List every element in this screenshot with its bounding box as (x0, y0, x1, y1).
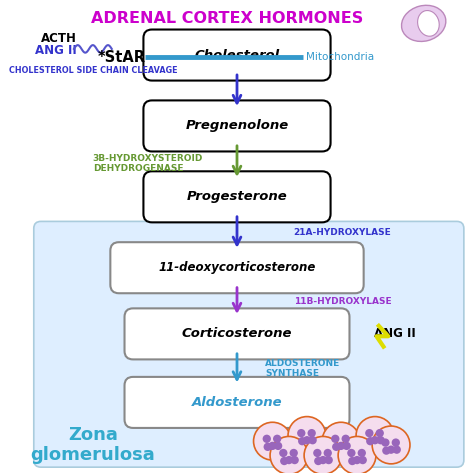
Circle shape (366, 437, 374, 446)
Text: 3B-HYDROXYSTEROID
DEHYDROGENASE: 3B-HYDROXYSTEROID DEHYDROGENASE (93, 154, 203, 173)
Circle shape (303, 436, 311, 445)
Text: ANG II: ANG II (35, 44, 76, 57)
Circle shape (309, 436, 317, 445)
Circle shape (387, 446, 395, 454)
Text: CHOLESTEROL SIDE CHAIN CLEAVAGE: CHOLESTEROL SIDE CHAIN CLEAVAGE (9, 66, 178, 75)
Text: *StAR: *StAR (97, 50, 145, 65)
Text: 11-deoxycorticosterone: 11-deoxycorticosterone (158, 261, 316, 274)
Circle shape (371, 436, 379, 445)
Text: Progesterone: Progesterone (187, 191, 287, 203)
FancyBboxPatch shape (144, 100, 330, 152)
Text: ALDOSTERONE
SYNTHASE: ALDOSTERONE SYNTHASE (265, 359, 341, 378)
Circle shape (357, 449, 366, 457)
Circle shape (342, 435, 350, 443)
Circle shape (358, 456, 367, 464)
Circle shape (375, 429, 384, 438)
Circle shape (324, 449, 332, 457)
Circle shape (381, 438, 390, 447)
Text: ACTH: ACTH (41, 32, 77, 45)
Circle shape (297, 429, 305, 438)
Circle shape (274, 442, 283, 450)
Circle shape (332, 443, 340, 451)
Circle shape (322, 422, 360, 460)
Circle shape (270, 437, 308, 474)
Circle shape (382, 447, 391, 455)
Circle shape (291, 456, 299, 464)
FancyBboxPatch shape (144, 171, 330, 222)
FancyBboxPatch shape (34, 221, 464, 467)
Circle shape (319, 456, 327, 464)
Circle shape (264, 443, 272, 451)
Text: Mitochondria: Mitochondria (306, 53, 374, 63)
Circle shape (343, 442, 351, 450)
Circle shape (285, 456, 293, 464)
Circle shape (288, 417, 326, 455)
Circle shape (338, 437, 376, 474)
Text: 21A-HYDROXYLASE: 21A-HYDROXYLASE (294, 228, 392, 237)
Circle shape (268, 442, 277, 450)
Circle shape (298, 437, 306, 446)
Circle shape (372, 426, 410, 464)
Circle shape (290, 449, 298, 457)
Circle shape (365, 429, 374, 438)
Circle shape (279, 449, 287, 457)
FancyBboxPatch shape (125, 309, 349, 359)
Circle shape (348, 457, 356, 465)
Circle shape (392, 446, 401, 454)
Ellipse shape (418, 10, 439, 36)
Circle shape (273, 435, 282, 443)
Text: Cholesterol: Cholesterol (194, 48, 280, 62)
Circle shape (313, 449, 321, 457)
FancyBboxPatch shape (125, 377, 349, 428)
Circle shape (337, 442, 345, 450)
FancyBboxPatch shape (144, 29, 330, 81)
Ellipse shape (401, 5, 446, 41)
Text: 11B-HYDROXYLASE: 11B-HYDROXYLASE (294, 297, 392, 306)
Circle shape (304, 437, 342, 474)
Circle shape (280, 457, 288, 465)
Text: ADRENAL CORTEX HORMONES: ADRENAL CORTEX HORMONES (91, 11, 364, 26)
Circle shape (325, 456, 333, 464)
Text: Corticosterone: Corticosterone (182, 328, 292, 340)
Circle shape (347, 449, 356, 457)
Circle shape (254, 422, 292, 460)
Circle shape (314, 457, 322, 465)
Text: Aldosterone: Aldosterone (191, 396, 283, 409)
Circle shape (308, 429, 316, 438)
Circle shape (331, 435, 339, 443)
Circle shape (356, 417, 394, 455)
Text: Pregnenolone: Pregnenolone (185, 119, 289, 132)
Circle shape (263, 435, 271, 443)
Circle shape (353, 456, 361, 464)
Text: ANG II: ANG II (374, 328, 416, 340)
Circle shape (392, 438, 400, 447)
FancyBboxPatch shape (110, 242, 364, 293)
Text: Zona
glomerulosa: Zona glomerulosa (30, 426, 155, 465)
Circle shape (376, 436, 385, 445)
